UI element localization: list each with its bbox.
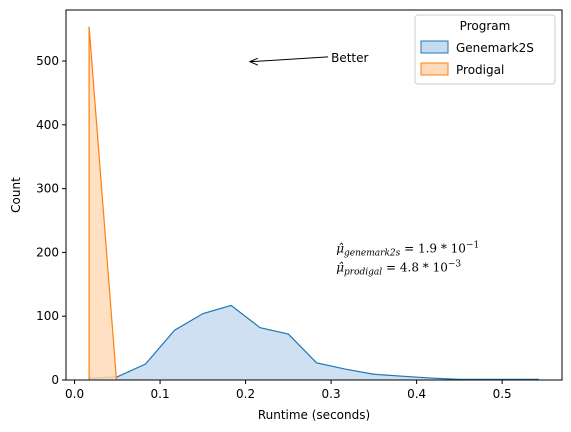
mu-estimate-line: μ̂prodigal = 4.8 * 10−3: [336, 260, 461, 278]
y-tick-label: 400: [36, 118, 59, 132]
y-tick-label: 0: [51, 373, 59, 387]
x-tick-label: 0.2: [236, 387, 255, 401]
x-tick-label: 0.4: [407, 387, 426, 401]
axes-frame: [65, 9, 563, 381]
better-annotation-text: Better: [331, 51, 368, 65]
y-tick-label: 200: [36, 245, 59, 259]
legend-entry-1: Prodigal: [456, 63, 504, 77]
mu-estimate-line: μ̂genemark2s = 1.9 * 10−1: [336, 240, 479, 258]
x-tick-label: 0.5: [493, 387, 512, 401]
y-tick-label: 100: [36, 309, 59, 323]
y-tick-label: 300: [36, 182, 59, 196]
legend-entry-0: Genemark2S: [456, 41, 534, 55]
x-tick-label: 0.1: [151, 387, 170, 401]
ticks-layer: 0.0 0.1 0.2 0.3 0.4 0.5 0 100 200 300 400 500: [36, 54, 512, 401]
x-axis-label: Runtime (seconds): [258, 408, 370, 422]
legend: Program Genemark2S Prodigal: [414, 14, 556, 85]
legend-swatch-1: [420, 62, 449, 76]
x-tick-label: 0.0: [65, 387, 84, 401]
axes-layer: [65, 9, 563, 381]
math-annotation-layer: μ̂genemark2s = 1.9 * 10−1 μ̂prodigal = 4.…: [336, 240, 479, 277]
legend-title: Program: [460, 19, 511, 33]
legend-box: [414, 14, 556, 85]
series-line-0: [88, 304, 539, 380]
series-layer: [88, 26, 539, 381]
better-arrow-line: [250, 56, 329, 63]
better-arrow-head: [248, 57, 259, 66]
y-tick-label: 500: [36, 54, 59, 68]
annotation-layer: Better: [248, 51, 369, 66]
x-tick-label: 0.3: [322, 387, 341, 401]
legend-swatch-0: [420, 40, 449, 54]
series-area-0: [89, 305, 539, 380]
y-axis-label: Count: [9, 177, 23, 213]
